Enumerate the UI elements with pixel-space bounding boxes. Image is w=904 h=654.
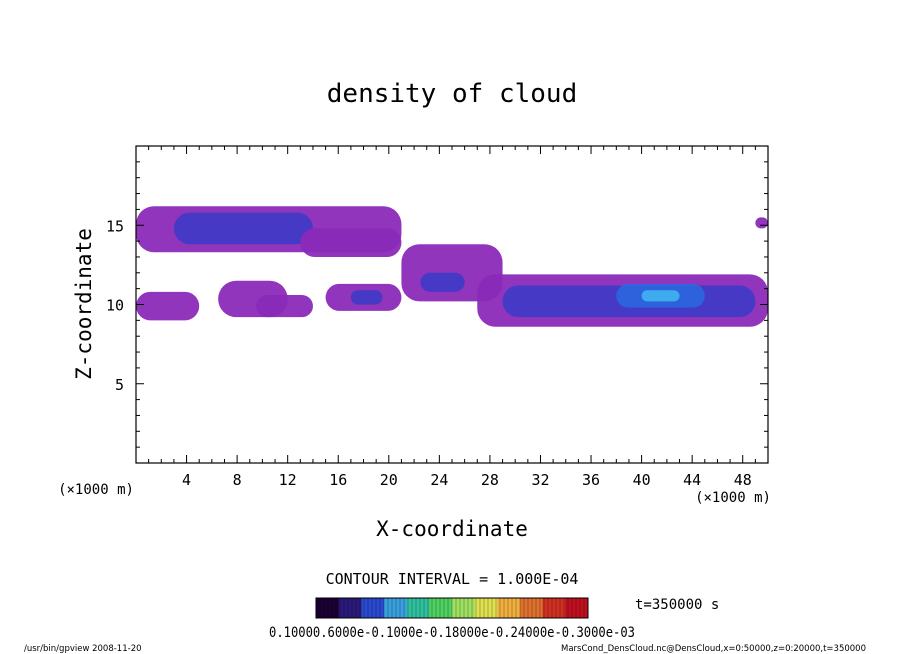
colorbar-frame bbox=[315, 597, 589, 619]
colorbar-swatch bbox=[316, 598, 340, 618]
x-tick-label: 28 bbox=[481, 471, 499, 489]
x-tick-label: 32 bbox=[531, 471, 549, 489]
colorbar-swatch bbox=[338, 598, 362, 618]
x-tick-label: 40 bbox=[633, 471, 651, 489]
x-axis-label: X-coordinate bbox=[376, 517, 528, 541]
footer-right: MarsCond_DensCloud.nc@DensCloud,x=0:5000… bbox=[561, 644, 866, 654]
x-tick-label: 48 bbox=[734, 471, 752, 489]
contour-interval-label: CONTOUR INTERVAL = 1.000E-04 bbox=[326, 570, 579, 588]
colorbar-swatch bbox=[565, 598, 589, 618]
cloud-region-9 bbox=[420, 272, 465, 292]
x-tick-label: 36 bbox=[582, 471, 600, 489]
x-tick-label: 24 bbox=[430, 471, 448, 489]
colorbar-swatch bbox=[452, 598, 476, 618]
cloud-region-14 bbox=[755, 217, 768, 229]
cloud-region-2 bbox=[300, 228, 402, 257]
y-axis: 5 10 15 bbox=[106, 161, 768, 448]
x-tick-label: 12 bbox=[279, 471, 297, 489]
x-tick-label: 8 bbox=[233, 471, 242, 489]
cloud-region-3 bbox=[136, 291, 200, 321]
colorbar-swatch bbox=[542, 598, 566, 618]
time-label: t=350000 s bbox=[635, 597, 719, 613]
x-tick-label: 44 bbox=[683, 471, 701, 489]
y-axis-label: Z-coordinate bbox=[72, 228, 96, 380]
y-tick-label: 5 bbox=[115, 376, 124, 394]
footer-left: /usr/bin/gpview 2008-11-20 bbox=[24, 644, 142, 654]
cloud-region-5 bbox=[256, 294, 313, 318]
x-tick-label: 4 bbox=[182, 471, 191, 489]
colorbar-swatch bbox=[361, 598, 385, 618]
x-axis: 4 8 12 16 20 24 28 32 36 40 44 48 bbox=[148, 146, 756, 489]
colorbar-swatch bbox=[429, 598, 453, 618]
y-tick-label: 15 bbox=[106, 217, 124, 235]
cloud-region-1 bbox=[173, 212, 313, 245]
x-unit-right: (×1000 m) bbox=[695, 490, 771, 506]
x-tick-label: 16 bbox=[329, 471, 347, 489]
colorbar-swatch bbox=[384, 598, 408, 618]
colorbar-swatch bbox=[520, 598, 544, 618]
x-unit-left: (×1000 m) bbox=[58, 482, 134, 498]
y-tick-label: 10 bbox=[106, 297, 124, 315]
colorbar bbox=[315, 598, 589, 618]
heatmap-regions bbox=[136, 206, 768, 327]
colorbar-labels: 0.10000.6000e-0.1000e-0.18000e-0.24000e-… bbox=[269, 625, 635, 641]
chart-title: density of cloud bbox=[327, 79, 577, 109]
cloud-region-13 bbox=[641, 290, 680, 302]
colorbar-swatch bbox=[474, 598, 498, 618]
cloud-region-7 bbox=[350, 290, 383, 305]
x-tick-label: 20 bbox=[380, 471, 398, 489]
colorbar-swatch bbox=[406, 598, 430, 618]
colorbar-swatch bbox=[497, 598, 521, 618]
